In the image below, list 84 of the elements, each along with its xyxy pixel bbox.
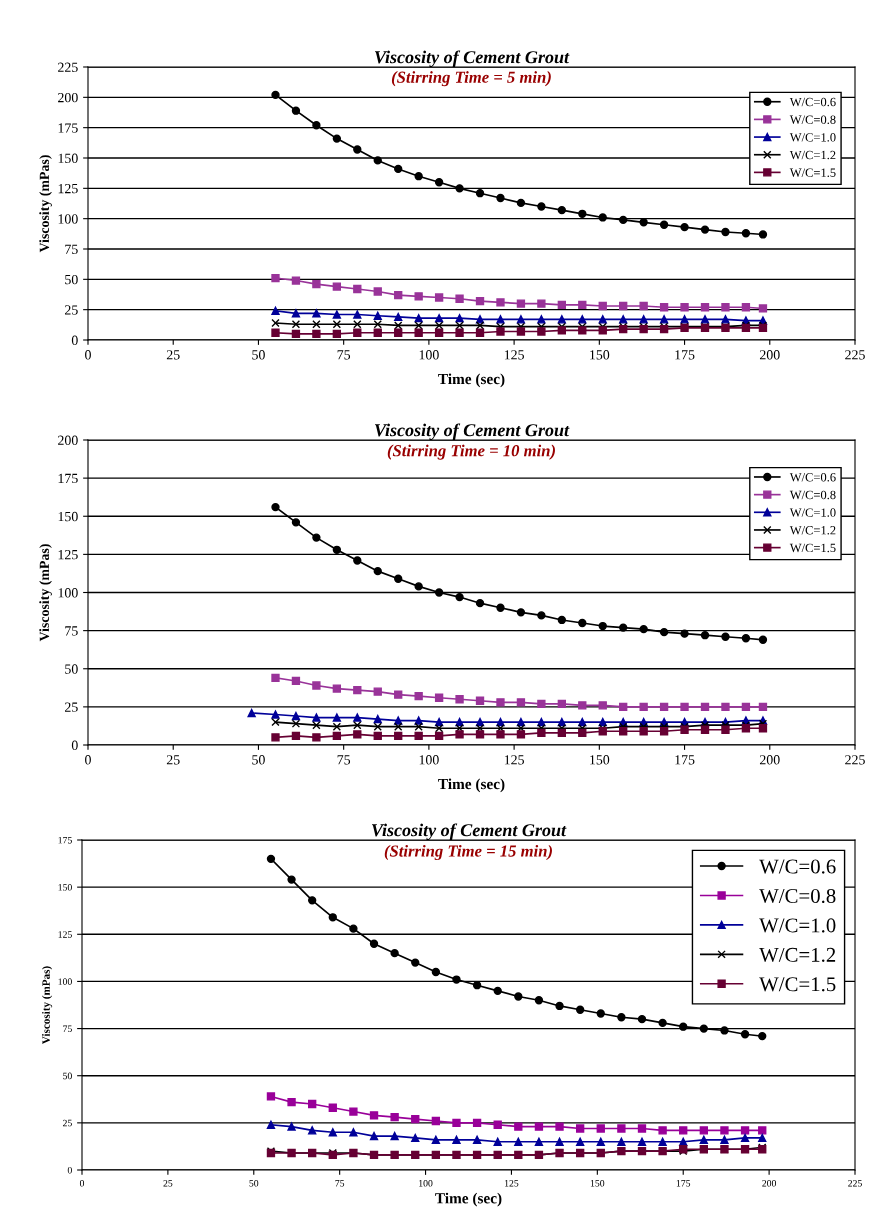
y-tick-label: 150: [58, 511, 78, 522]
y-tick-label: 0: [71, 335, 78, 345]
x-tick-label: 0: [85, 350, 91, 360]
x-tick-label: 200: [762, 1180, 777, 1187]
y-tick-label: 100: [58, 588, 78, 598]
chart-title: Viscosity of Cement Grout: [372, 823, 567, 840]
legend-label: W/C=1.2: [789, 150, 836, 160]
y-tick-label: 25: [62, 1119, 72, 1127]
legend-label: W/C=0.8: [789, 490, 836, 500]
x-axis-title: Time (sec): [435, 1192, 502, 1207]
legend-label: W/C=1.0: [789, 508, 836, 517]
x-tick-label: 200: [759, 350, 780, 360]
y-tick-label: 75: [63, 1025, 72, 1033]
chart-subtitle: (Stirring Time = 15 min): [384, 844, 552, 861]
x-tick-label: 50: [252, 755, 265, 765]
x-tick-label: 125: [505, 1180, 519, 1187]
x-tick-label: 125: [504, 350, 524, 360]
x-tick-label: 0: [79, 1180, 85, 1187]
x-axis-title: Time (sec): [438, 778, 505, 793]
x-tick-label: 125: [504, 755, 524, 765]
y-tick-label: 75: [65, 244, 78, 254]
x-tick-label: 75: [335, 1180, 345, 1187]
legend-label: W/C=1.0: [789, 133, 836, 142]
y-axis-title: Viscosity (mPas): [39, 544, 52, 642]
y-tick-label: 75: [65, 626, 78, 636]
x-tick-label: 175: [675, 350, 695, 360]
chart-subtitle: (Stirring Time = 10 min): [387, 444, 555, 460]
x-tick-label: 225: [848, 1180, 862, 1187]
y-tick-label: 125: [58, 183, 78, 194]
chart-title: Viscosity of Cement Grout: [375, 50, 570, 67]
y-tick-label: 50: [65, 274, 78, 285]
y-tick-label: 175: [58, 473, 78, 484]
x-tick-label: 100: [419, 1180, 433, 1187]
legend-label: W/C=1.0: [759, 918, 836, 933]
x-tick-label: 175: [676, 1180, 691, 1187]
x-tick-label: 150: [590, 1180, 605, 1187]
legend-label: W/C=1.5: [789, 543, 836, 553]
x-tick-label: 25: [166, 350, 180, 360]
x-tick-label: 100: [419, 755, 439, 765]
x-tick-label: 50: [252, 350, 265, 360]
x-tick-label: 75: [337, 755, 351, 765]
x-tick-label: 200: [759, 755, 780, 765]
y-tick-label: 175: [58, 836, 72, 844]
chart-title: Viscosity of Cement Grout: [375, 423, 570, 440]
x-tick-label: 25: [163, 1180, 173, 1187]
y-tick-label: 150: [58, 153, 78, 163]
y-tick-label: 125: [58, 550, 78, 560]
y-tick-label: 100: [58, 978, 72, 985]
y-tick-label: 25: [65, 305, 78, 315]
x-tick-label: 150: [590, 755, 610, 765]
chart-subtitle: (Stirring Time = 5 min): [391, 71, 551, 87]
y-tick-label: 225: [58, 62, 78, 72]
y-tick-label: 50: [63, 1072, 72, 1080]
y-tick-label: 125: [58, 931, 72, 938]
y-tick-label: 0: [67, 1166, 72, 1174]
legend-label: W/C=0.8: [759, 888, 836, 904]
y-tick-label: 175: [58, 123, 78, 133]
y-axis-title: Viscosity (mPas): [39, 155, 52, 253]
x-tick-label: 75: [337, 350, 351, 360]
x-tick-label: 25: [166, 755, 180, 765]
x-tick-label: 175: [675, 755, 695, 765]
x-tick-label: 225: [845, 755, 865, 765]
legend-label: W/C=0.6: [789, 97, 836, 107]
legend-label: W/C=0.6: [759, 859, 836, 874]
legend-label: W/C=1.5: [759, 977, 836, 992]
y-tick-label: 200: [58, 92, 78, 103]
legend-label: W/C=1.2: [759, 947, 836, 962]
x-tick-label: 100: [419, 350, 439, 360]
legend-label: W/C=1.2: [789, 526, 836, 535]
x-tick-label: 150: [590, 350, 610, 360]
legend-label: W/C=0.8: [789, 115, 836, 124]
y-tick-label: 25: [65, 702, 78, 712]
y-tick-label: 150: [58, 884, 72, 891]
x-tick-label: 225: [845, 350, 865, 360]
x-tick-label: 50: [249, 1180, 259, 1187]
y-tick-label: 100: [58, 214, 78, 224]
x-tick-label: 0: [85, 755, 91, 765]
y-axis-title: Viscosity (mPas): [42, 966, 53, 1045]
legend-label: W/C=1.5: [789, 168, 836, 177]
x-axis-title: Time (sec): [438, 373, 505, 388]
y-tick-label: 0: [71, 740, 78, 750]
legend-label: W/C=0.6: [789, 473, 836, 482]
y-tick-label: 50: [65, 664, 78, 674]
y-tick-label: 200: [58, 435, 78, 445]
